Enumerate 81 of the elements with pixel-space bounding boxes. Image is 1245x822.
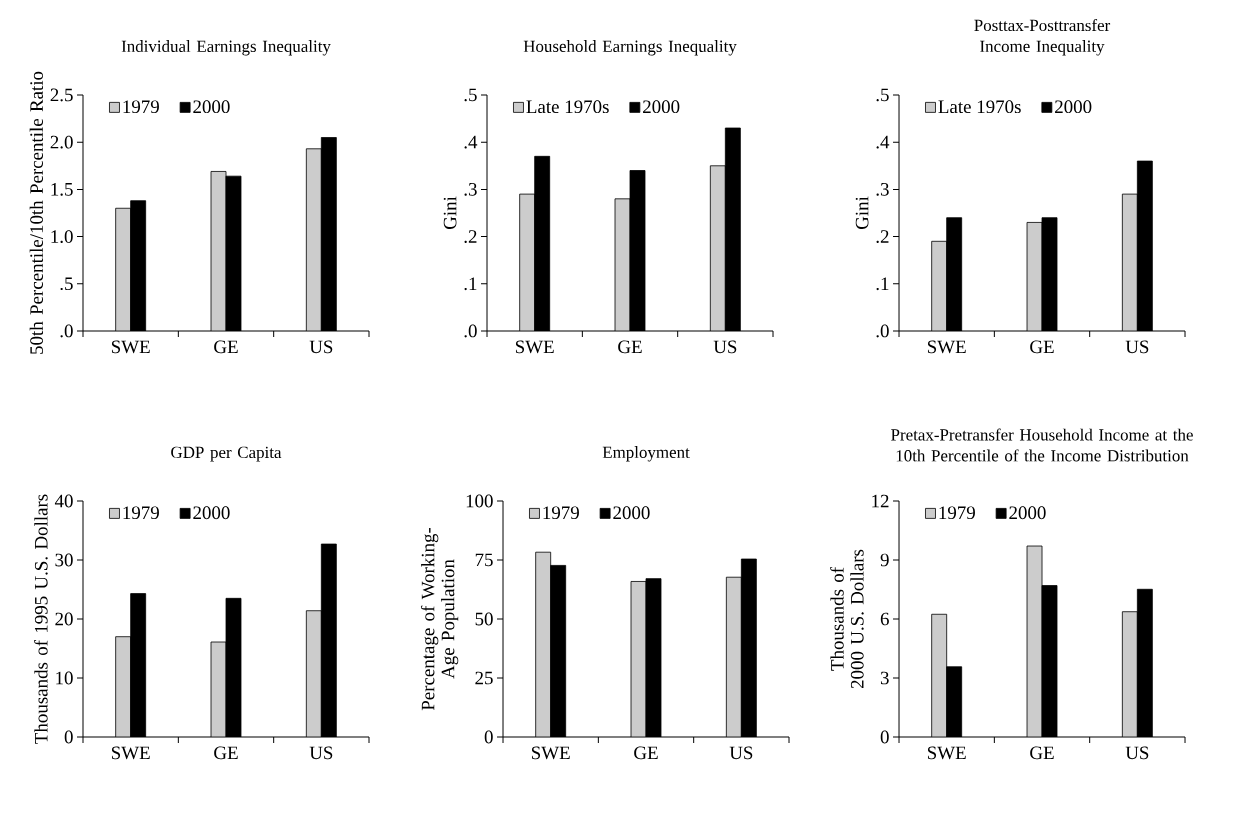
x-tick-label: SWE: [515, 340, 554, 354]
chart-title: Employment: [602, 445, 690, 462]
y-axis-title: 50th Percentile/10th Percentile Ratio: [29, 71, 43, 354]
y-tick-label: .4: [876, 135, 890, 149]
legend-label: 2000: [193, 506, 230, 519]
legend-label: 1979: [123, 100, 159, 113]
y-tick-label: 6: [880, 612, 889, 626]
legend-label: 2000: [1055, 100, 1092, 113]
y-tick-label: 3: [880, 671, 889, 685]
legend-label: 1979: [543, 506, 579, 519]
y-tick-label: 1.0: [51, 230, 73, 243]
y-axis-title: Gini: [443, 196, 457, 229]
chart-title: Household Earnings Inequality: [523, 39, 737, 56]
y-tick-label: .0: [464, 324, 477, 338]
bar: [1121, 611, 1138, 737]
y-tick-label: .1: [876, 277, 889, 291]
bar: [931, 241, 947, 331]
y-tick-label: 20: [55, 612, 73, 626]
y-tick-label: 0: [64, 730, 73, 744]
y-tick-label: .5: [60, 277, 73, 290]
x-tick-label: GE: [634, 746, 658, 760]
y-tick-label: 0: [484, 730, 493, 744]
y-tick-label: 9: [880, 553, 889, 567]
y-tick-label: .5: [876, 88, 889, 102]
y-tick-label: 75: [475, 553, 493, 567]
y-axis-title: Thousands of 2000 U.S. Dollars: [830, 549, 864, 688]
y-tick-label: 12: [872, 494, 889, 508]
x-tick-label: GE: [214, 746, 238, 760]
legend-label: 1979: [123, 506, 159, 519]
x-tick-label: US: [1125, 340, 1149, 354]
y-tick-label: 40: [54, 494, 73, 508]
y-tick-label: .1: [464, 277, 477, 291]
bar: [931, 614, 947, 737]
y-tick-label: .2: [464, 230, 477, 243]
chart-title: Individual Earnings Inequality: [121, 39, 331, 56]
legend-label: Late 1970s: [938, 100, 1021, 113]
chart-title: Posttax-Posttransfer Income Inequality: [974, 18, 1111, 56]
y-tick-label: .3: [876, 182, 889, 196]
y-axis-title: Gini: [855, 196, 869, 229]
x-tick-label: SWE: [111, 340, 150, 354]
y-tick-label: 25: [475, 671, 493, 685]
y-tick-label: 50: [475, 612, 493, 626]
y-axis-title: Percentage of Working-Age Population: [420, 527, 459, 711]
chart-title: Pretax-Pretransfer Household Income at the 10th Percentile of the Income Distribution: [891, 428, 1193, 462]
bar: [725, 576, 742, 737]
legend-label: 2000: [613, 506, 650, 519]
x-tick-label: GE: [214, 340, 238, 354]
x-tick-label: US: [713, 340, 737, 354]
x-tick-label: US: [1125, 746, 1149, 760]
y-axis-title: Thousands of 1995 U.S. Dollars: [34, 494, 48, 744]
x-tick-label: SWE: [927, 340, 966, 354]
x-tick-label: US: [729, 746, 753, 760]
y-tick-label: 100: [466, 494, 493, 508]
y-tick-label: 0: [880, 730, 889, 744]
bar: [535, 552, 551, 737]
y-tick-label: 30: [55, 553, 73, 567]
y-tick-label: .5: [464, 88, 477, 102]
x-tick-label: GE: [1030, 340, 1054, 354]
legend-label: 2000: [1009, 506, 1046, 519]
y-tick-label: 2.0: [50, 135, 73, 149]
chart-title: GDP per Capita: [171, 446, 282, 462]
y-tick-label: .0: [876, 324, 889, 338]
x-tick-label: US: [309, 340, 333, 354]
legend-label: 1979: [939, 506, 975, 519]
x-tick-label: SWE: [531, 746, 570, 760]
y-tick-label: 2.5: [50, 88, 73, 102]
y-tick-label: .0: [60, 324, 73, 338]
legend-label: 2000: [643, 100, 680, 113]
y-tick-label: .2: [876, 230, 889, 243]
x-tick-label: SWE: [927, 746, 966, 760]
legend-label: 2000: [193, 100, 230, 113]
x-tick-label: SWE: [111, 746, 150, 760]
y-tick-label: 1.5: [51, 182, 73, 196]
x-tick-label: GE: [618, 340, 642, 354]
y-tick-label: 10: [56, 671, 73, 685]
x-tick-label: US: [309, 746, 333, 760]
y-tick-label: .3: [464, 182, 477, 196]
legend-label: Late 1970s: [526, 100, 609, 113]
y-tick-label: .4: [464, 135, 478, 149]
x-tick-label: GE: [1030, 746, 1054, 760]
bar: [1121, 193, 1138, 331]
